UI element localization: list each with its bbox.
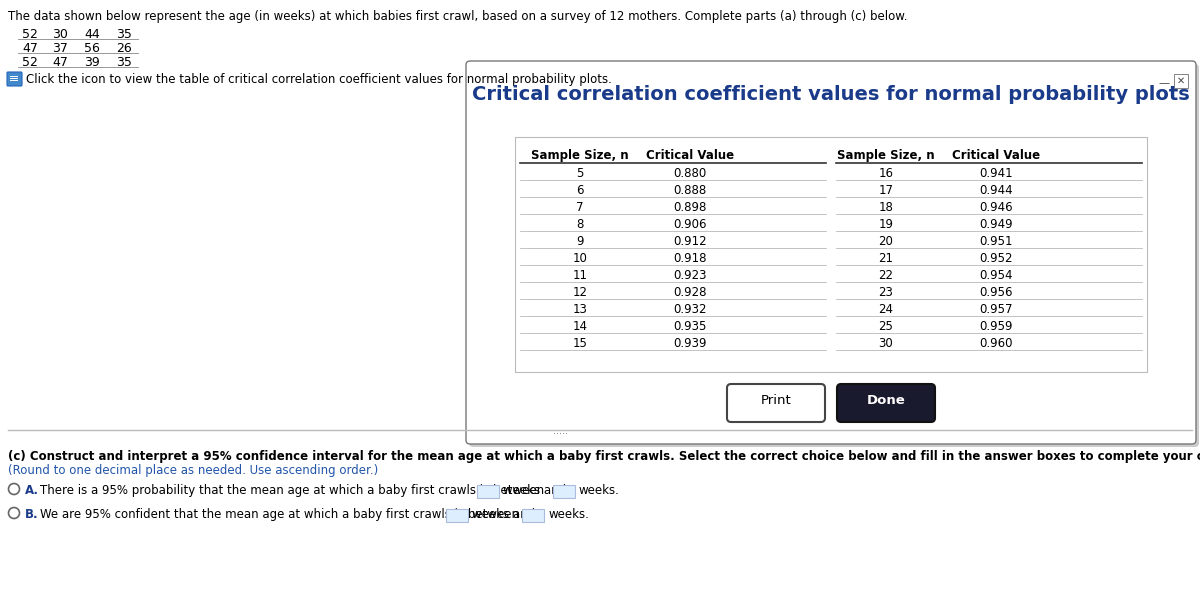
Text: 25: 25: [878, 320, 894, 333]
Text: 26: 26: [116, 42, 132, 55]
Text: weeks.: weeks.: [548, 508, 589, 521]
FancyBboxPatch shape: [466, 61, 1196, 444]
Text: 0.880: 0.880: [673, 167, 707, 180]
Text: 0.959: 0.959: [979, 320, 1013, 333]
Text: 47: 47: [52, 56, 68, 69]
Text: 11: 11: [572, 269, 588, 282]
Text: 30: 30: [878, 337, 893, 350]
Text: 0.954: 0.954: [979, 269, 1013, 282]
Text: 0.949: 0.949: [979, 218, 1013, 231]
Text: 15: 15: [572, 337, 588, 350]
Text: 12: 12: [572, 286, 588, 299]
Text: We are 95% confident that the mean age at which a baby first crawls is between: We are 95% confident that the mean age a…: [40, 508, 520, 521]
Text: Sample Size, n: Sample Size, n: [532, 149, 629, 162]
Text: 0.951: 0.951: [979, 235, 1013, 248]
Text: 0.939: 0.939: [673, 337, 707, 350]
Text: 0.923: 0.923: [673, 269, 707, 282]
Text: 39: 39: [84, 56, 100, 69]
Text: 18: 18: [878, 201, 894, 214]
Text: 20: 20: [878, 235, 894, 248]
Text: 37: 37: [52, 42, 68, 55]
Text: 23: 23: [878, 286, 894, 299]
Text: Critical Value: Critical Value: [952, 149, 1040, 162]
Text: 13: 13: [572, 303, 588, 316]
Text: 19: 19: [878, 218, 894, 231]
Text: 0.941: 0.941: [979, 167, 1013, 180]
Text: 0.906: 0.906: [673, 218, 707, 231]
Text: Print: Print: [761, 395, 791, 408]
Text: 24: 24: [878, 303, 894, 316]
Text: 16: 16: [878, 167, 894, 180]
FancyBboxPatch shape: [528, 422, 592, 440]
Text: 9: 9: [576, 235, 583, 248]
Text: 17: 17: [878, 184, 894, 197]
FancyBboxPatch shape: [522, 509, 544, 522]
Text: 44: 44: [84, 28, 100, 41]
Text: (Round to one decimal place as needed. Use ascending order.): (Round to one decimal place as needed. U…: [8, 464, 378, 477]
Text: 0.918: 0.918: [673, 252, 707, 265]
Text: 0.957: 0.957: [979, 303, 1013, 316]
FancyBboxPatch shape: [1174, 74, 1188, 88]
Text: weeks and: weeks and: [472, 508, 535, 521]
Text: 0.932: 0.932: [673, 303, 707, 316]
FancyBboxPatch shape: [476, 485, 499, 498]
Text: 0.952: 0.952: [979, 252, 1013, 265]
Text: 22: 22: [878, 269, 894, 282]
Text: 10: 10: [572, 252, 588, 265]
Text: 0.946: 0.946: [979, 201, 1013, 214]
Text: weeks.: weeks.: [578, 484, 620, 497]
Text: The data shown below represent the age (in weeks) at which babies first crawl, b: The data shown below represent the age (…: [8, 10, 907, 23]
FancyBboxPatch shape: [469, 64, 1199, 447]
Text: There is a 95% probability that the mean age at which a baby first crawls is bet: There is a 95% probability that the mean…: [40, 484, 544, 497]
Text: 52: 52: [22, 28, 38, 41]
Text: 0.888: 0.888: [673, 184, 707, 197]
FancyBboxPatch shape: [727, 384, 826, 422]
Text: 0.960: 0.960: [979, 337, 1013, 350]
Text: 0.956: 0.956: [979, 286, 1013, 299]
FancyBboxPatch shape: [515, 137, 1147, 372]
Text: Critical Value: Critical Value: [646, 149, 734, 162]
Text: 0.898: 0.898: [673, 201, 707, 214]
Text: 35: 35: [116, 28, 132, 41]
Text: 5: 5: [576, 167, 583, 180]
Text: 7: 7: [576, 201, 583, 214]
Text: 52: 52: [22, 56, 38, 69]
Text: weeks and: weeks and: [503, 484, 565, 497]
Text: 8: 8: [576, 218, 583, 231]
Text: Sample Size, n: Sample Size, n: [838, 149, 935, 162]
FancyBboxPatch shape: [7, 72, 22, 86]
Text: 56: 56: [84, 42, 100, 55]
Text: .....: .....: [552, 426, 568, 436]
FancyBboxPatch shape: [838, 384, 935, 422]
Text: (c) Construct and interpret a 95% confidence interval for the mean age at which : (c) Construct and interpret a 95% confid…: [8, 450, 1200, 463]
Text: 0.928: 0.928: [673, 286, 707, 299]
Text: Critical correlation coefficient values for normal probability plots: Critical correlation coefficient values …: [472, 85, 1190, 104]
FancyBboxPatch shape: [553, 485, 575, 498]
Text: A.: A.: [25, 484, 38, 497]
Text: 6: 6: [576, 184, 583, 197]
Text: 0.935: 0.935: [673, 320, 707, 333]
Text: 21: 21: [878, 252, 894, 265]
Text: Click the icon to view the table of critical correlation coefficient values for : Click the icon to view the table of crit…: [26, 73, 612, 86]
Text: 30: 30: [52, 28, 68, 41]
FancyBboxPatch shape: [445, 509, 468, 522]
Text: 14: 14: [572, 320, 588, 333]
Text: B.: B.: [25, 508, 38, 521]
Text: 0.944: 0.944: [979, 184, 1013, 197]
Text: Done: Done: [866, 395, 905, 408]
Text: 0.912: 0.912: [673, 235, 707, 248]
Text: 35: 35: [116, 56, 132, 69]
Text: —: —: [1158, 78, 1170, 88]
Text: 47: 47: [22, 42, 38, 55]
Text: ✕: ✕: [1177, 76, 1186, 86]
